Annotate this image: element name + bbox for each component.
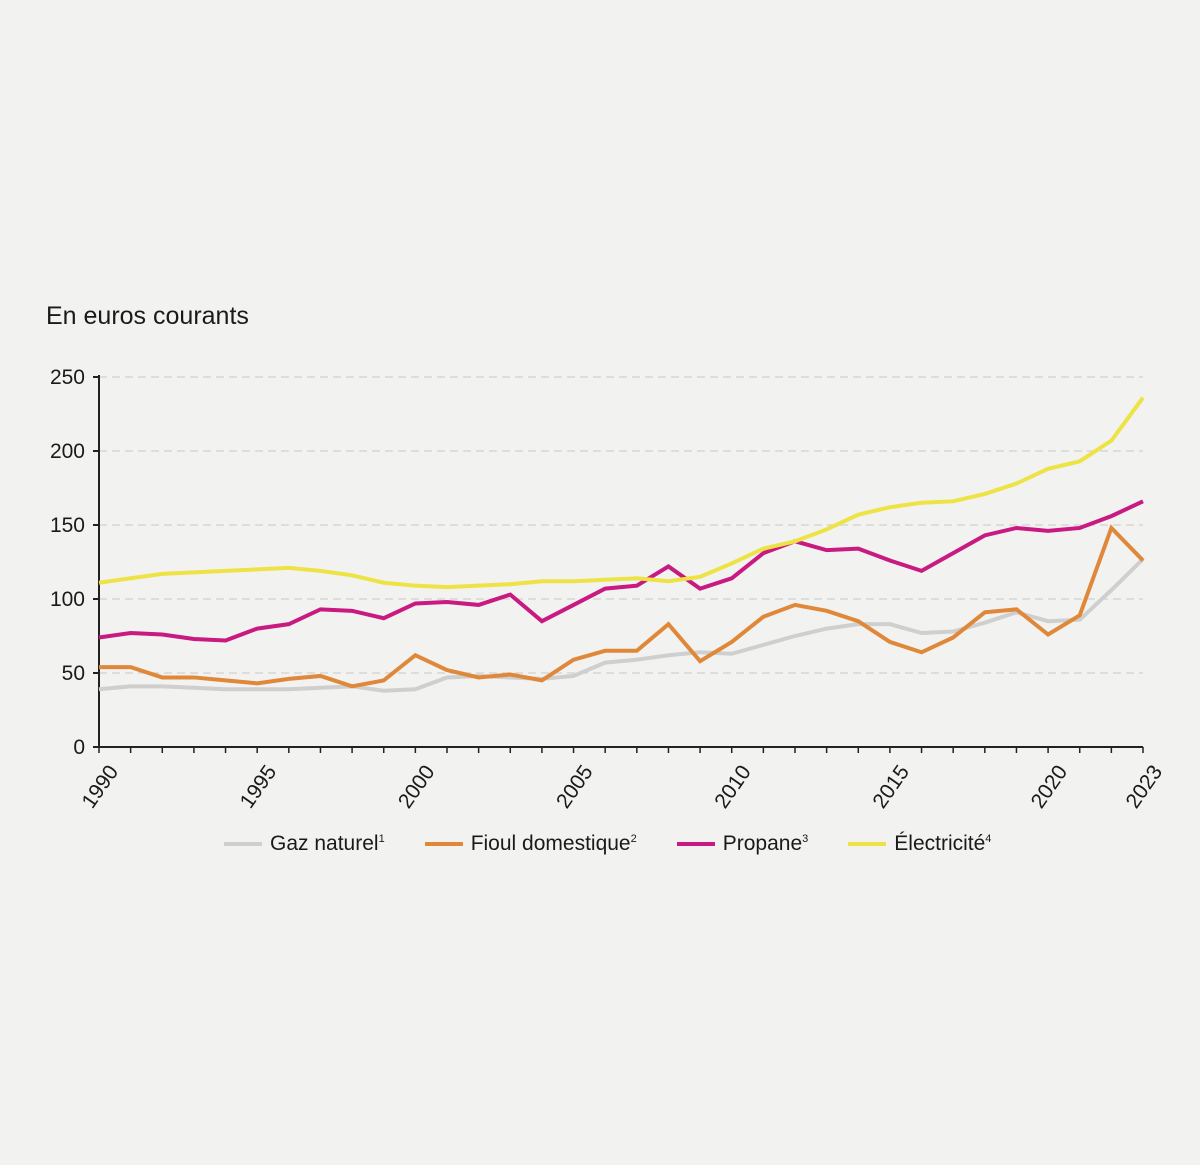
legend-label: Fioul domestique2 bbox=[470, 832, 637, 855]
series-line-électricité bbox=[98, 396, 1145, 590]
y-tick-label: 50 bbox=[62, 662, 85, 685]
legend-footnote: 1 bbox=[378, 833, 385, 845]
y-tick-label: 0 bbox=[73, 736, 85, 759]
legend-footnote: 4 bbox=[985, 833, 992, 845]
legend-item: Électricité4 bbox=[848, 832, 991, 856]
x-tick-label: 2020 bbox=[1027, 761, 1073, 812]
series-line-fioul-domestique bbox=[99, 524, 1145, 689]
chart-title: En euros courants bbox=[46, 302, 249, 330]
x-tick-label: 2000 bbox=[394, 761, 440, 812]
y-tick-label: 150 bbox=[50, 514, 85, 537]
x-tick-label: 2023 bbox=[1122, 761, 1168, 812]
legend-item: Gaz naturel1 bbox=[224, 832, 385, 856]
legend-label: Propane3 bbox=[722, 832, 809, 855]
legend-item: Fioul domestique2 bbox=[424, 832, 637, 856]
legend: Gaz naturel1 Fioul domestique2 Propane3 Éle… bbox=[224, 832, 991, 856]
y-tick-label: 200 bbox=[50, 440, 85, 463]
x-tick-label: 1990 bbox=[78, 761, 124, 812]
series-line-propane bbox=[98, 499, 1144, 643]
legend-label: Électricité4 bbox=[894, 832, 992, 855]
x-tick-label: 2015 bbox=[868, 761, 914, 812]
legend-swatch bbox=[676, 842, 715, 846]
y-tick-label: 100 bbox=[50, 588, 85, 611]
legend-swatch bbox=[224, 842, 262, 846]
legend-footnote: 3 bbox=[802, 833, 809, 845]
legend-item: Propane3 bbox=[676, 832, 809, 856]
legend-swatch bbox=[848, 842, 887, 846]
legend-footnote: 2 bbox=[630, 833, 637, 845]
x-tick-label: 1995 bbox=[236, 761, 282, 812]
legend-label: Gaz naturel1 bbox=[270, 832, 385, 855]
y-tick-label: 250 bbox=[50, 366, 85, 389]
x-tick-label: 2005 bbox=[552, 761, 598, 812]
x-tick-label: 2010 bbox=[710, 761, 756, 812]
legend-swatch bbox=[424, 842, 463, 846]
